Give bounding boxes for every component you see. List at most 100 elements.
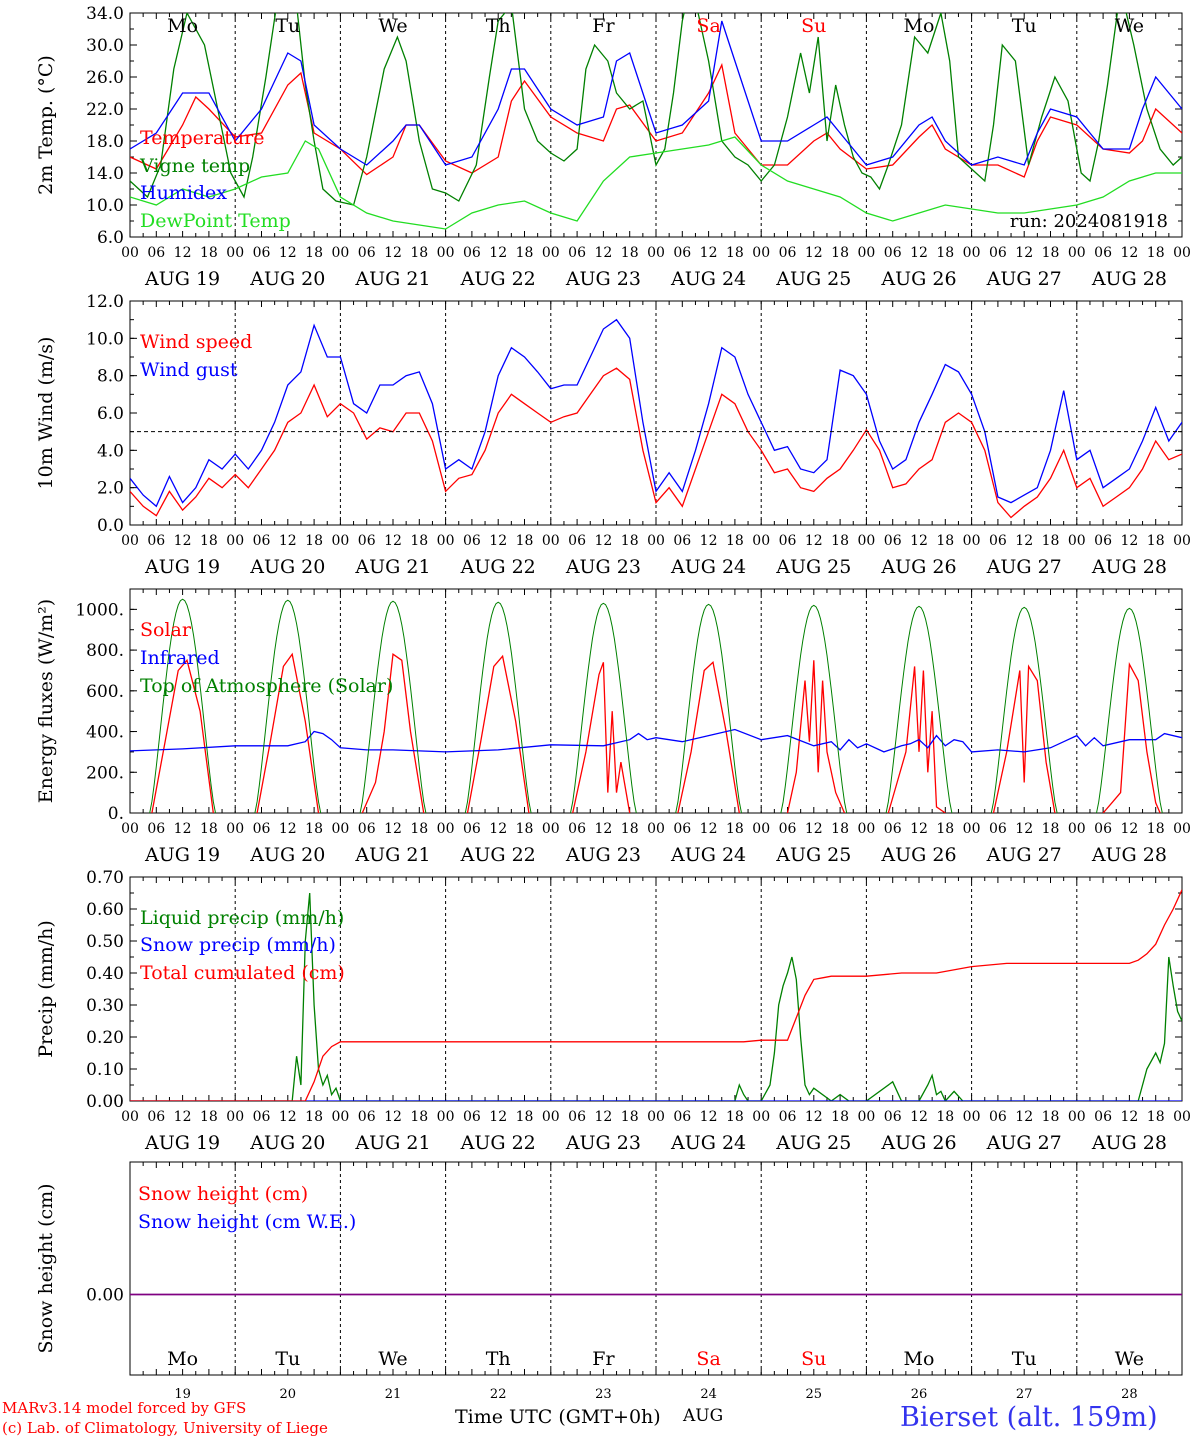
series-solar-day5 [572,662,631,813]
hour-tick-label: 06 [147,1109,165,1125]
hour-tick-label: 18 [305,245,323,261]
y-tick-label: 0.50 [86,932,124,952]
hour-tick-label: 18 [831,245,849,261]
hour-tick-label: 00 [752,245,770,261]
hour-tick-label: 00 [542,821,560,837]
y-tick-label: 14.0 [86,164,124,184]
hour-tick-label: 06 [253,533,271,549]
hour-tick-label: 00 [647,821,665,837]
hour-tick-label: 18 [726,245,744,261]
hour-tick-label: 06 [673,533,691,549]
hour-tick-label: 00 [331,1109,349,1125]
hour-tick-label: 18 [936,533,954,549]
hour-tick-label: 00 [1173,245,1191,261]
date-label: AUG 24 [670,268,746,290]
hour-tick-label: 00 [1068,533,1086,549]
hour-tick-label: 18 [410,1109,428,1125]
date-label: AUG 27 [986,1132,1062,1154]
hour-tick-label: 00 [963,821,981,837]
series-infrared [130,728,1182,753]
series-solar-day10 [1102,662,1161,813]
hour-tick-label: 06 [989,821,1007,837]
weekday-label: Mo [167,1348,198,1370]
hour-tick-label: 18 [726,533,744,549]
date-label: AUG 24 [670,556,746,578]
hour-tick-label: 00 [857,245,875,261]
series-temperature [130,62,1182,178]
hour-tick-label: 18 [1147,1109,1165,1125]
legend-snow-height-cm: Snow height (cm) [138,1183,308,1205]
weekday-label: Mo [904,1348,935,1370]
date-label: AUG 19 [144,268,220,290]
day-number-label: 22 [490,1387,507,1402]
date-label: AUG 22 [460,556,536,578]
hour-tick-label: 18 [200,245,218,261]
day-number-label: 19 [174,1387,191,1402]
legend-total-cumulated-cm: Total cumulated (cm) [140,962,345,984]
hour-tick-label: 12 [700,245,718,261]
date-label: AUG 23 [565,556,641,578]
hour-tick-label: 18 [831,1109,849,1125]
run-label: run: 2024081918 [1010,211,1168,232]
y-tick-label: 10.0 [86,196,124,216]
y-tick-label: 0. [108,804,124,824]
hour-tick-label: 00 [752,821,770,837]
date-label: AUG 19 [144,556,220,578]
hour-tick-label: 00 [542,245,560,261]
hour-tick-label: 18 [936,245,954,261]
hour-tick-label: 00 [331,245,349,261]
hour-tick-label: 12 [1120,533,1138,549]
date-label: AUG 25 [775,844,851,866]
hour-tick-label: 00 [331,821,349,837]
hour-tick-label: 18 [1147,245,1165,261]
hour-tick-label: 12 [174,821,192,837]
y-tick-label: 2.0 [97,479,124,499]
hour-tick-label: 18 [1147,533,1165,549]
series-humidex [130,20,1182,166]
date-label: AUG 22 [460,1132,536,1154]
hour-tick-label: 00 [752,533,770,549]
series-solar-day4 [466,654,530,813]
hour-tick-label: 12 [489,245,507,261]
hour-tick-label: 06 [463,821,481,837]
date-label: AUG 21 [354,844,430,866]
hour-tick-label: 18 [305,1109,323,1125]
hour-tick-label: 18 [410,245,428,261]
y-tick-label: 34.0 [86,4,124,24]
weekday-label: Tu [275,1348,300,1370]
legend-top-of-atmosphere-solar: Top of Atmosphere (Solar) [140,675,393,697]
weekday-label: Th [486,1348,511,1370]
date-label: AUG 24 [670,1132,746,1154]
series-top-of-atmosphere-solar-day10 [1096,607,1163,813]
y-tick-label: 0.00 [86,1286,124,1306]
hour-tick-label: 06 [253,1109,271,1125]
y-tick-label: 6.0 [97,404,124,424]
series-group [130,889,1182,1101]
hour-tick-label: 12 [384,245,402,261]
y-tick-label: 0.40 [86,964,124,984]
hour-tick-label: 18 [726,1109,744,1125]
hour-tick-label: 06 [463,1109,481,1125]
series-top-of-atmosphere-solar-day7 [780,604,848,813]
date-label: AUG 25 [775,268,851,290]
time-axis-label: Time UTC (GMT+0h) [455,1406,661,1428]
hour-tick-label: 06 [1094,1109,1112,1125]
hour-tick-label: 00 [857,1109,875,1125]
hour-tick-label: 12 [805,533,823,549]
panel-2: 0.0 2.0 4.0 6.0 8.0 10.0 12.0 10m Wind (m/s) 00 0… [35,292,1191,578]
day-number-label: 21 [385,1387,402,1402]
date-label: AUG 26 [880,268,956,290]
hour-tick-label: 00 [542,533,560,549]
hour-tick-label: 18 [200,533,218,549]
y-tick-label: 18.0 [86,132,124,152]
weekday-label: Fr [592,1348,615,1370]
hour-tick-label: 18 [516,533,534,549]
panel-frame [129,12,1183,238]
series-top-of-atmosphere-solar-day4 [464,601,532,813]
date-label: AUG 20 [249,556,325,578]
date-label: AUG 19 [144,844,220,866]
hour-tick-label: 00 [121,245,139,261]
hour-tick-label: 18 [621,533,639,549]
legend-temperature: Temperature [140,127,264,149]
